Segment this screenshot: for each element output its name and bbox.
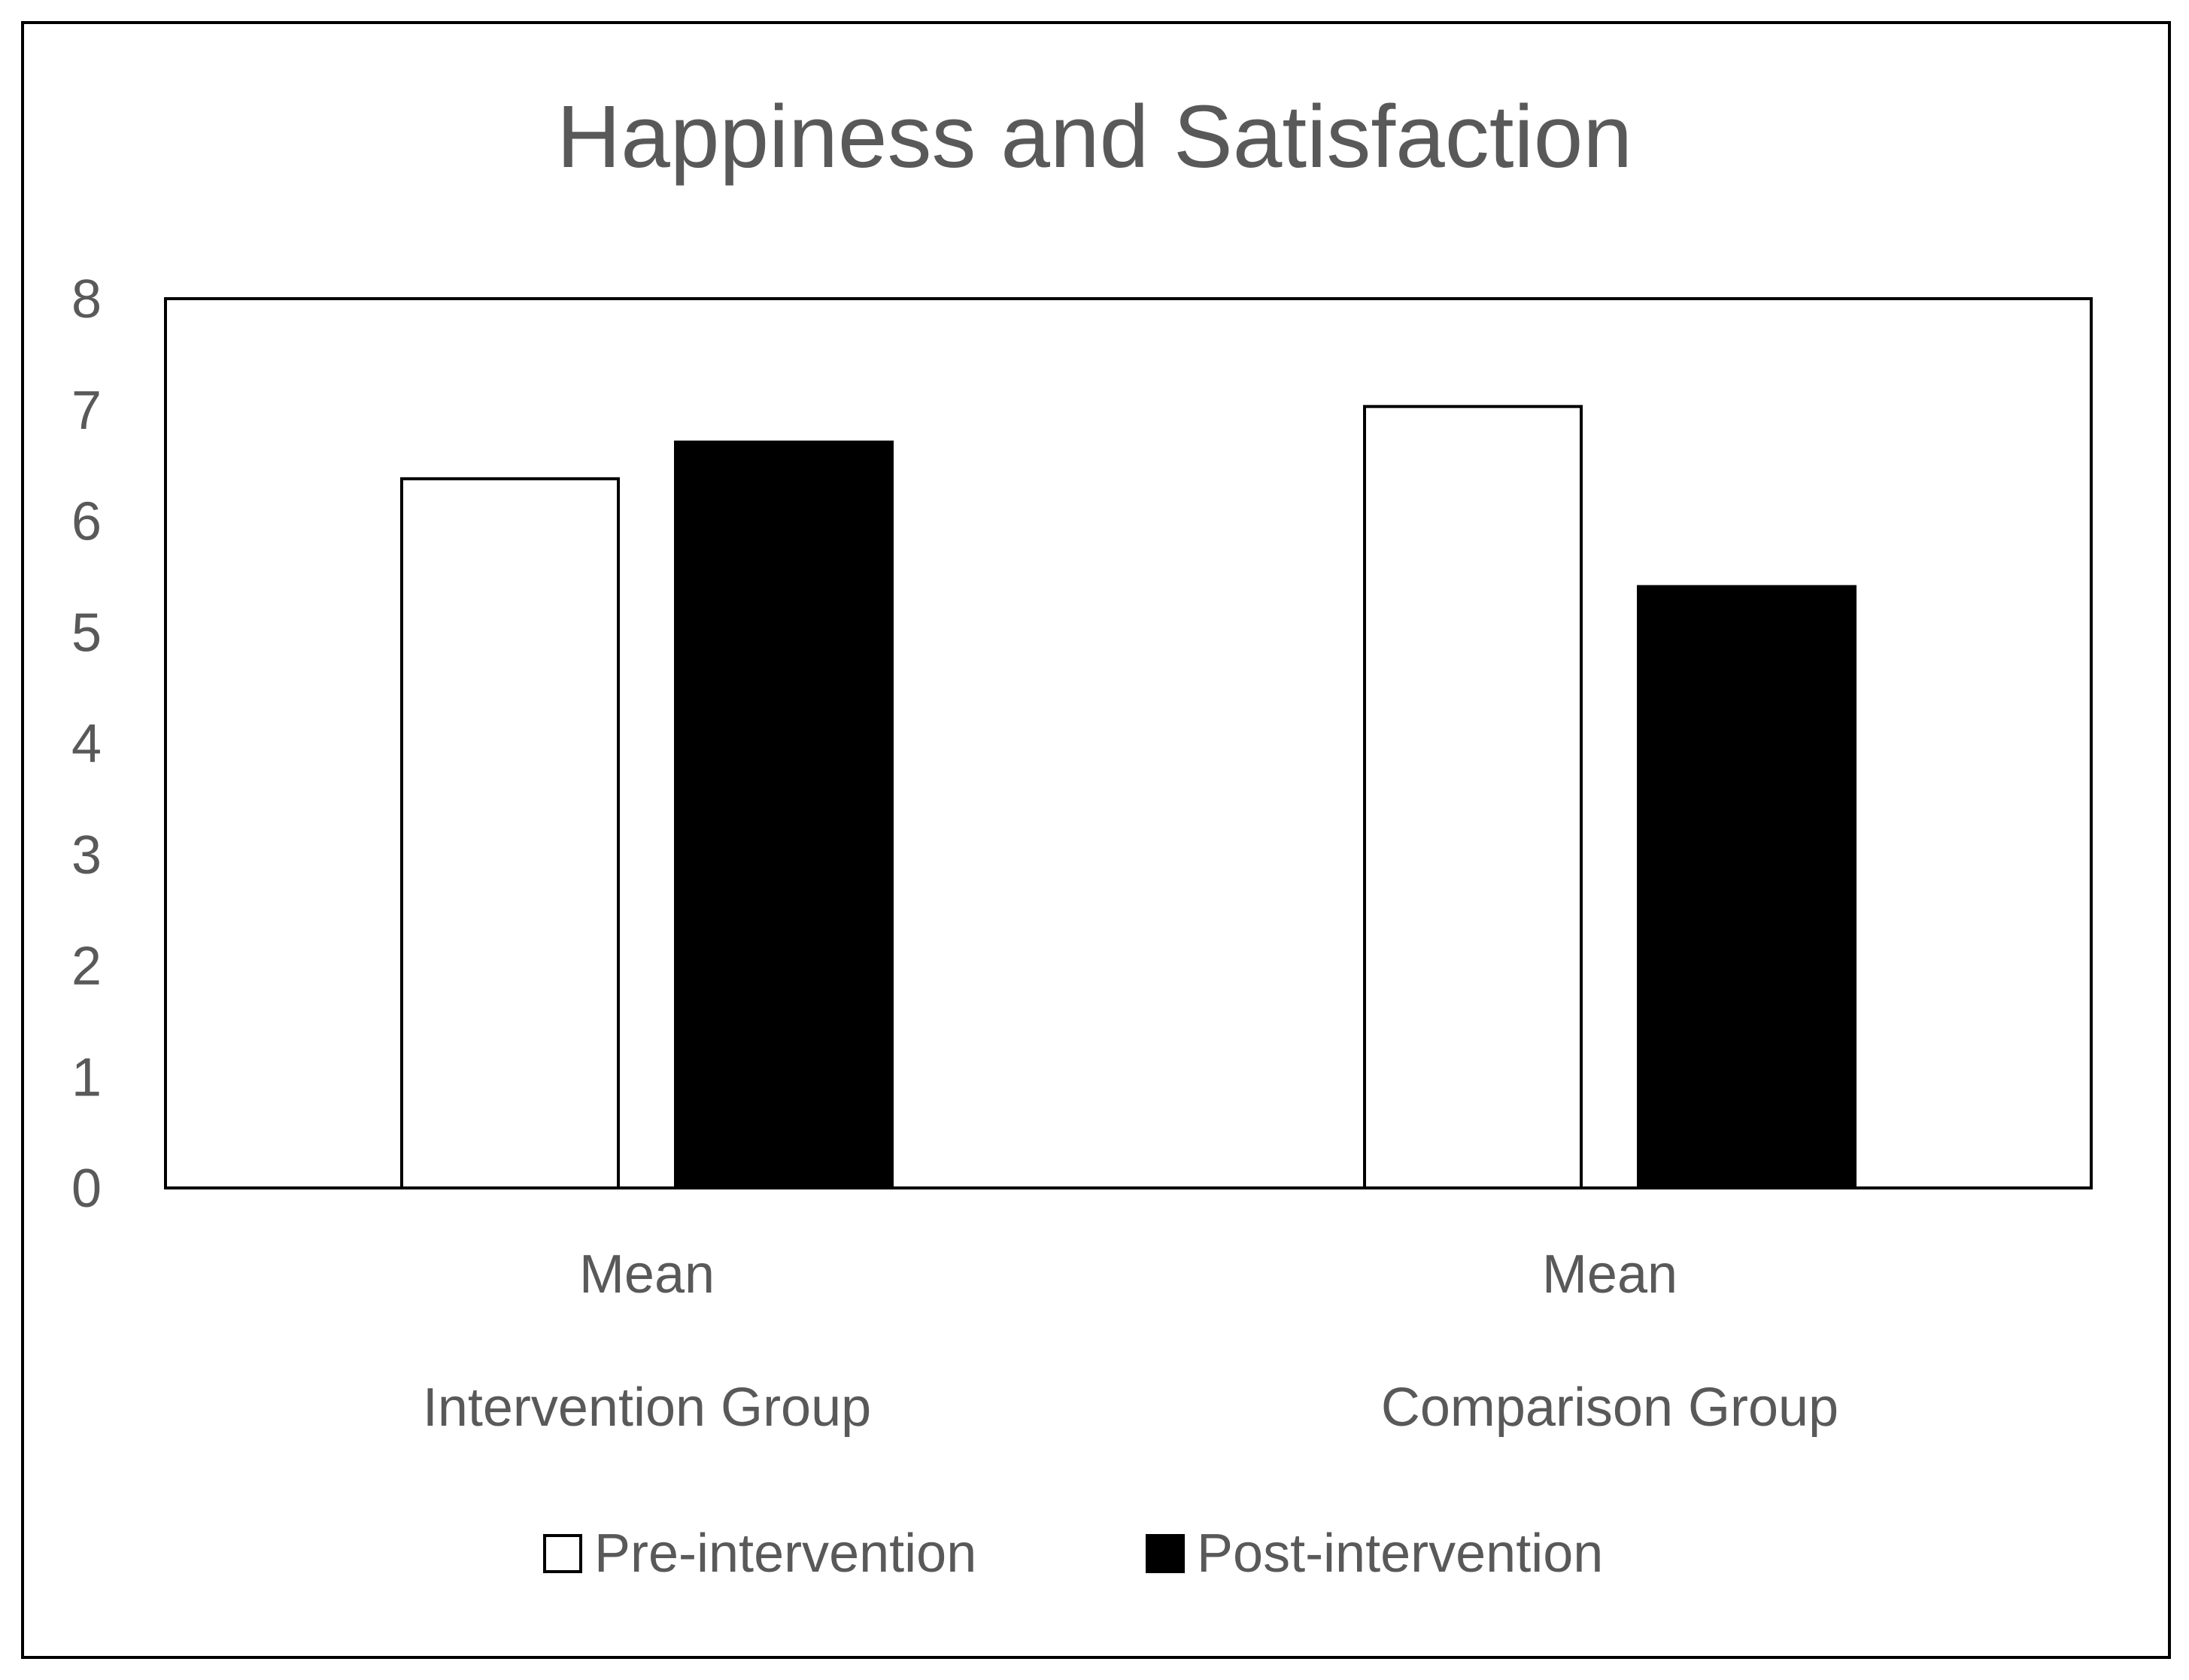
y-tick-label: 4 [71, 714, 102, 774]
bars [400, 405, 1857, 1189]
x-category-label: Comparison Group [1381, 1378, 1838, 1438]
y-tick-label: 1 [71, 1047, 102, 1107]
x-category-label: Intervention Group [423, 1378, 871, 1438]
legend: Pre-intervention Post-intervention [543, 1524, 1603, 1584]
legend-swatch-post-intervention [1146, 1534, 1185, 1573]
legend-label: Pre-intervention [594, 1524, 976, 1584]
plot-area [164, 297, 2093, 1189]
legend-label: Post-intervention [1197, 1524, 1603, 1584]
legend-swatch-pre-intervention [543, 1534, 582, 1573]
y-tick-label: 5 [71, 603, 102, 663]
x-axis-labels: Mean Intervention Group Mean Comparison Gro… [423, 1244, 1838, 1438]
y-tick-label: 2 [71, 937, 102, 997]
bar-pre-intervention-1 [400, 477, 620, 1189]
y-tick-label: 8 [71, 269, 102, 330]
y-tick-label: 3 [71, 825, 102, 886]
bar-post-intervention-2 [1637, 585, 1857, 1189]
bar-post-intervention-1 [674, 440, 894, 1189]
x-category-label: Mean [1542, 1244, 1677, 1305]
y-tick-label: 0 [71, 1159, 102, 1219]
bar-pre-intervention-2 [1363, 405, 1583, 1189]
chart-title: Happiness and Satisfaction [557, 87, 1632, 187]
x-category-label: Mean [579, 1244, 715, 1305]
y-tick-label: 7 [71, 381, 102, 441]
y-tick-label: 6 [71, 492, 102, 552]
y-axis-ticks: 0 1 2 3 4 5 6 7 8 [71, 269, 102, 1219]
